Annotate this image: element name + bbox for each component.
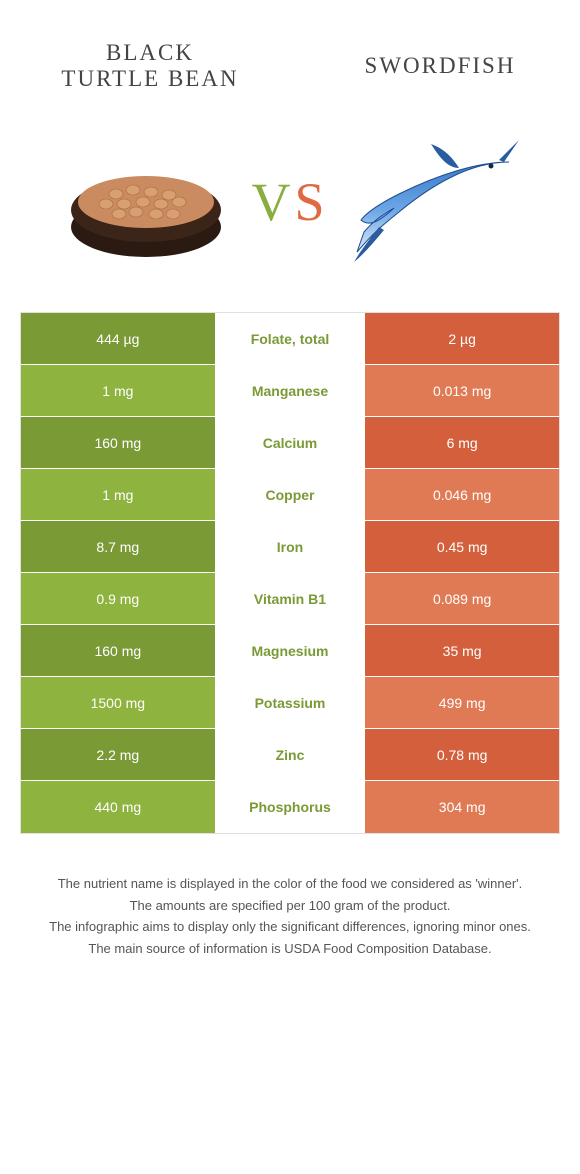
right-value: 0.013 mg xyxy=(365,365,559,416)
vs-label: VS xyxy=(251,171,328,233)
right-value: 0.78 mg xyxy=(365,729,559,780)
vs-s: S xyxy=(294,172,328,232)
right-value: 0.046 mg xyxy=(365,469,559,520)
table-row: 160 mgMagnesium35 mg xyxy=(21,625,559,677)
footer-line: The main source of information is USDA F… xyxy=(40,939,540,959)
footer-line: The nutrient name is displayed in the co… xyxy=(40,874,540,894)
vs-row: VS xyxy=(0,112,580,312)
nutrient-name: Zinc xyxy=(215,729,366,780)
table-row: 1 mgManganese0.013 mg xyxy=(21,365,559,417)
nutrient-name: Folate, total xyxy=(215,313,366,364)
left-value: 8.7 mg xyxy=(21,521,215,572)
left-value: 440 mg xyxy=(21,781,215,833)
table-row: 160 mgCalcium6 mg xyxy=(21,417,559,469)
left-value: 1 mg xyxy=(21,469,215,520)
right-value: 0.45 mg xyxy=(365,521,559,572)
left-value: 1 mg xyxy=(21,365,215,416)
nutrient-table: 444 µgFolate, total2 µg1 mgManganese0.01… xyxy=(20,312,560,834)
nutrient-name: Iron xyxy=(215,521,366,572)
nutrient-name: Calcium xyxy=(215,417,366,468)
left-value: 1500 mg xyxy=(21,677,215,728)
table-row: 8.7 mgIron0.45 mg xyxy=(21,521,559,573)
right-value: 6 mg xyxy=(365,417,559,468)
table-row: 2.2 mgZinc0.78 mg xyxy=(21,729,559,781)
left-value: 2.2 mg xyxy=(21,729,215,780)
vs-v: V xyxy=(251,172,294,232)
left-value: 160 mg xyxy=(21,417,215,468)
footer-line: The infographic aims to display only the… xyxy=(40,917,540,937)
table-row: 1500 mgPotassium499 mg xyxy=(21,677,559,729)
table-row: 1 mgCopper0.046 mg xyxy=(21,469,559,521)
right-value: 499 mg xyxy=(365,677,559,728)
nutrient-name: Phosphorus xyxy=(215,781,366,833)
header: Black Turtle Bean Swordfish xyxy=(0,0,580,112)
nutrient-name: Copper xyxy=(215,469,366,520)
nutrient-name: Manganese xyxy=(215,365,366,416)
right-value: 35 mg xyxy=(365,625,559,676)
nutrient-name: Potassium xyxy=(215,677,366,728)
right-value: 304 mg xyxy=(365,781,559,833)
right-value: 0.089 mg xyxy=(365,573,559,624)
table-row: 444 µgFolate, total2 µg xyxy=(21,313,559,365)
food-right-title: Swordfish xyxy=(350,53,530,79)
right-value: 2 µg xyxy=(365,313,559,364)
food-left-title: Black Turtle Bean xyxy=(50,40,250,92)
left-value: 0.9 mg xyxy=(21,573,215,624)
swordfish-icon xyxy=(349,132,519,272)
footer-line: The amounts are specified per 100 gram o… xyxy=(40,896,540,916)
table-row: 440 mgPhosphorus304 mg xyxy=(21,781,559,833)
footer-notes: The nutrient name is displayed in the co… xyxy=(0,834,580,958)
table-row: 0.9 mgVitamin B10.089 mg xyxy=(21,573,559,625)
nutrient-name: Magnesium xyxy=(215,625,366,676)
left-value: 444 µg xyxy=(21,313,215,364)
beans-bowl-icon xyxy=(61,132,231,272)
nutrient-name: Vitamin B1 xyxy=(215,573,366,624)
left-value: 160 mg xyxy=(21,625,215,676)
